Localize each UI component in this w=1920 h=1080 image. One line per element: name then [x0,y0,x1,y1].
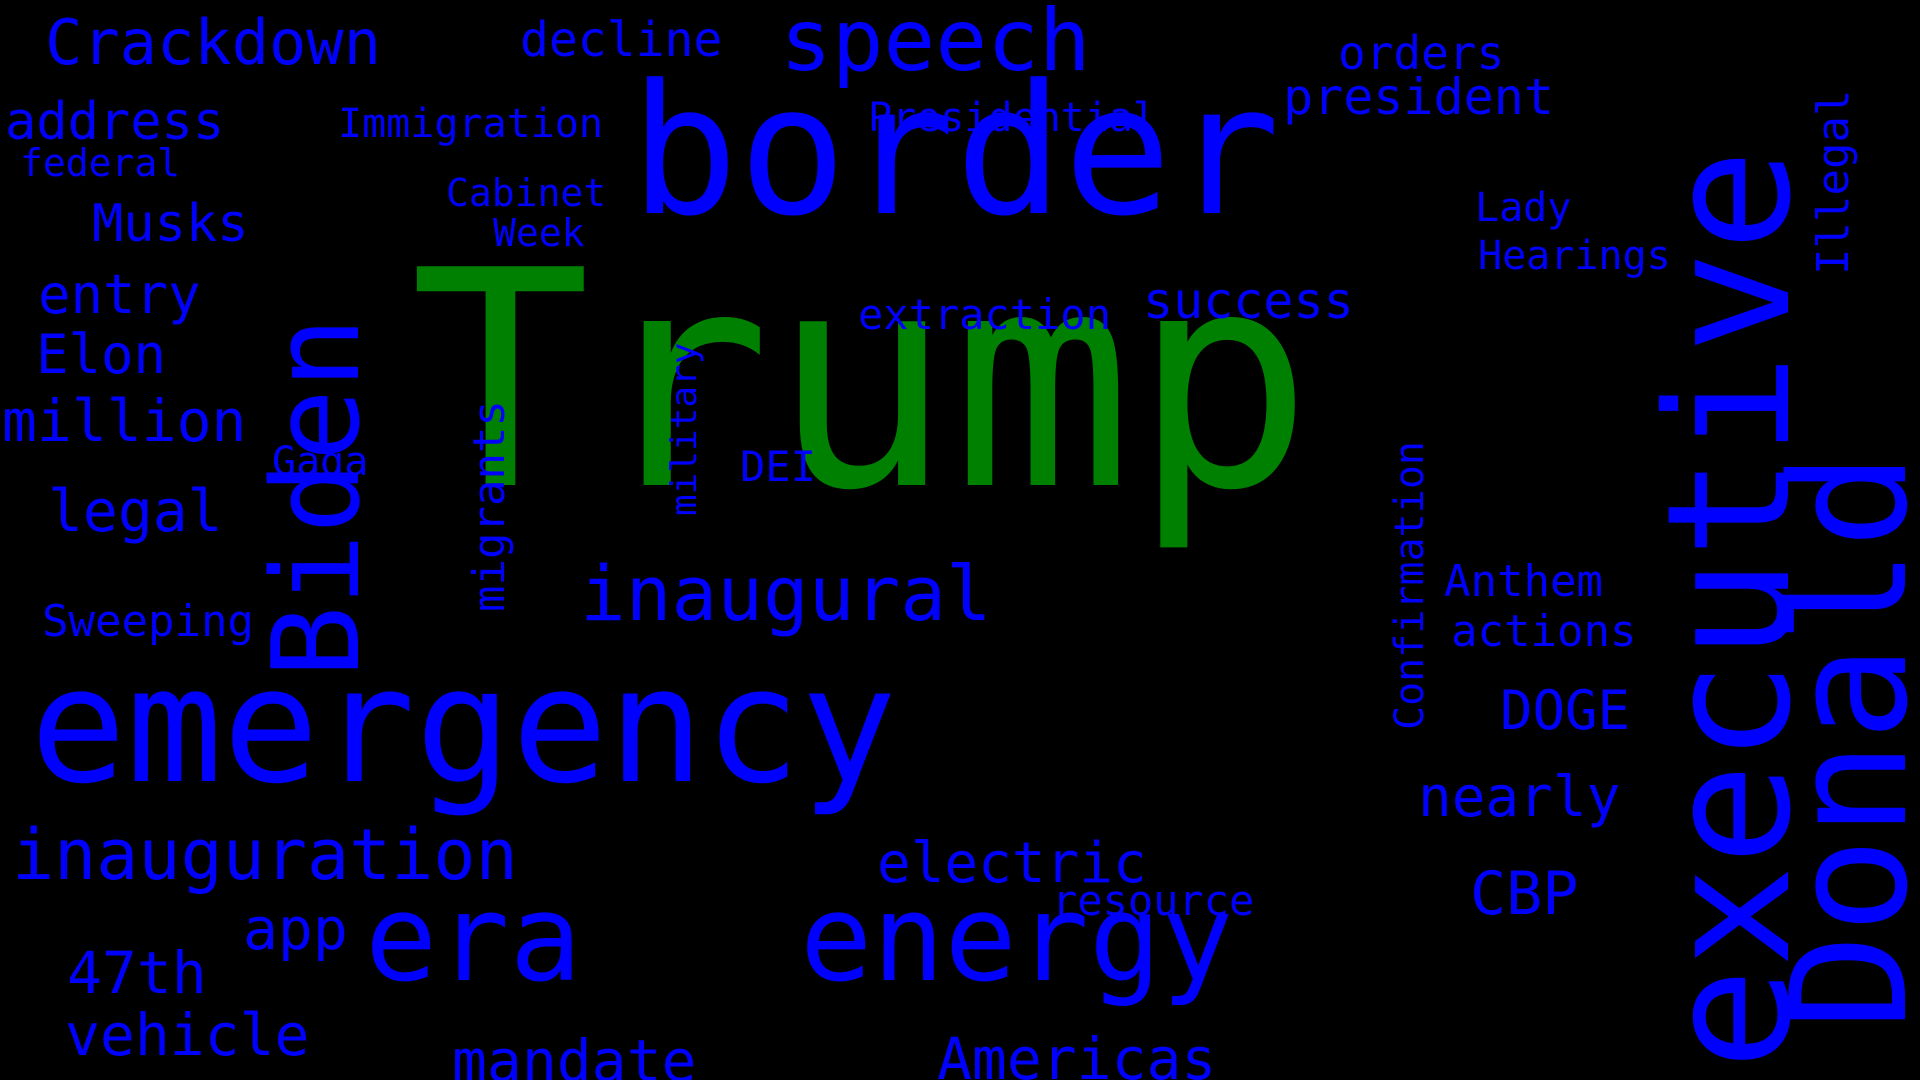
word-vehicle: vehicle [65,1001,310,1069]
word-nearly: nearly [1418,765,1621,830]
word-musks: Musks [92,194,249,254]
word-speech: speech [780,0,1091,91]
word-crackdown: Crackdown [45,6,381,79]
word-presidential: Presidential [868,95,1157,141]
word-donald: Donald [1756,452,1920,1030]
word-energy: energy [800,870,1234,1009]
word-hearings: Hearings [1478,233,1671,279]
word-resource: resource [1052,876,1255,925]
word-lady: Lady [1475,185,1572,231]
word-decline: decline [520,12,723,68]
word-million: million [2,387,247,455]
word-inauguration: inauguration [12,814,518,896]
word-dei: DEI [740,442,816,491]
word-military: military [664,342,705,516]
word-federal: federal [20,141,181,185]
word-actions: actions [1451,606,1637,657]
word-immigration: Immigration [338,101,603,147]
word-americas: Americas [937,1025,1217,1080]
word-electric: electric [877,831,1147,896]
word-president: president [1283,68,1554,126]
word-sweeping: Sweeping [42,596,254,647]
word-emergency: emergency [30,632,897,819]
word-biden: Biden [248,316,387,678]
word-entry: entry [38,263,201,326]
word-illegal: Illegal [1808,89,1859,275]
word-anthem: Anthem [1444,556,1603,607]
word-trump: Trump [410,207,1314,556]
word-border: border [630,47,1281,256]
word-extraction: extraction [858,290,1111,339]
word-legal: legal [48,477,223,545]
word-cbp: CBP [1470,859,1579,929]
word-cabinet: Cabinet [446,171,607,215]
word-gaga: Gaga [272,439,369,485]
word-week: Week [493,211,585,255]
word-47th: 47th [67,939,207,1007]
word-doge: DOGE [1500,679,1631,742]
word-inaugural: inaugural [580,549,992,638]
word-app: app [243,895,348,963]
word-migrants: migrants [464,400,515,612]
word-confirmation: Confirmation [1387,441,1433,730]
word-address: address [5,92,225,152]
word-mandate: mandate [452,1027,697,1080]
word-elon: Elon [36,323,167,386]
word-orders: orders [1338,26,1505,80]
word-success: success [1143,272,1354,330]
word-era: era [365,870,582,1009]
